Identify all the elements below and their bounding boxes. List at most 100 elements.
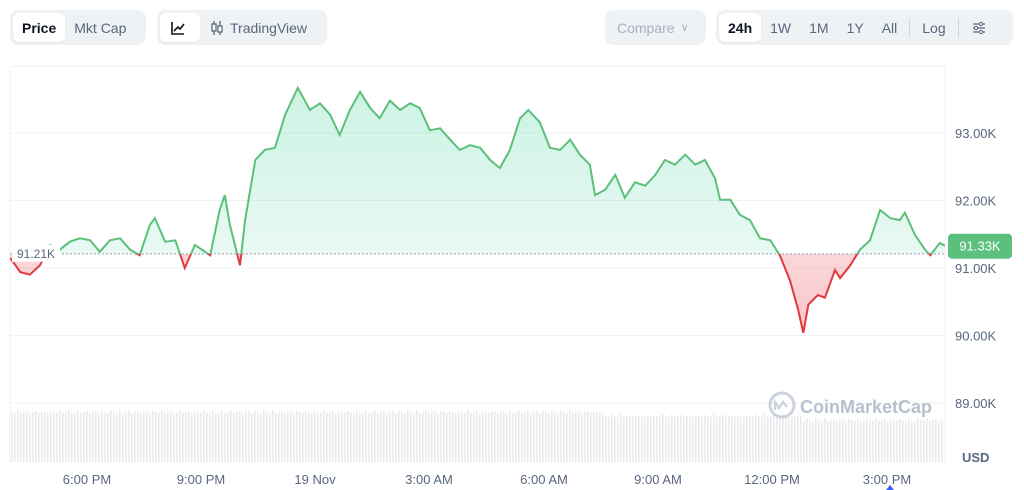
volume-bar <box>587 411 589 462</box>
volume-bar <box>734 416 736 462</box>
volume-bar <box>458 410 460 462</box>
volume-bar <box>65 412 67 462</box>
volume-bar <box>938 420 940 462</box>
volume-bar <box>104 412 106 462</box>
volume-bar <box>833 418 835 462</box>
volume-bar <box>815 418 817 462</box>
volume-bar <box>95 411 97 462</box>
volume-bar <box>419 412 421 462</box>
volume-bar <box>557 412 559 462</box>
volume-bar <box>134 411 136 462</box>
volume-bar <box>923 420 925 462</box>
volume-bar <box>908 418 910 462</box>
sliders-icon <box>972 21 985 34</box>
volume-bar <box>38 412 40 462</box>
settings-button[interactable] <box>962 13 996 42</box>
volume-bar <box>173 412 175 462</box>
volume-bar <box>650 416 652 462</box>
volume-bar <box>824 418 826 462</box>
volume-bar <box>215 412 217 462</box>
candlestick-icon <box>211 20 223 35</box>
volume-bar <box>335 412 337 462</box>
volume-bar <box>617 416 619 462</box>
volume-bar <box>935 419 937 462</box>
volume-bar <box>806 418 808 462</box>
range-24h[interactable]: 24h <box>719 13 762 42</box>
volume-bar <box>374 410 376 462</box>
tab-mkt-cap[interactable]: Mkt Cap <box>74 19 127 36</box>
volume-bar <box>482 412 484 462</box>
volume-bar <box>638 415 640 462</box>
x-tick-label: 9:00 PM <box>177 472 225 487</box>
volume-bar <box>311 412 313 462</box>
volume-bar <box>698 415 700 462</box>
volume-bar <box>269 412 271 462</box>
volume-bar <box>206 412 208 462</box>
volume-bar <box>20 412 22 462</box>
volume-bar <box>875 418 877 462</box>
y-tick-label: 91.00K <box>955 261 997 276</box>
volume-bar <box>41 411 43 462</box>
volume-bar <box>683 416 685 462</box>
x-tick-label: 9:00 AM <box>634 472 682 487</box>
volume-bar <box>722 414 724 462</box>
volume-bar <box>218 412 220 462</box>
volume-bar <box>821 420 823 462</box>
volume-bar <box>119 410 121 462</box>
time-marker-icon <box>886 485 894 490</box>
volume-bar <box>659 416 661 462</box>
range-all[interactable]: All <box>881 19 898 36</box>
volume-bar <box>746 415 748 462</box>
volume-bar <box>200 412 202 462</box>
volume-bar <box>782 414 784 462</box>
range-1w[interactable]: 1W <box>770 19 792 36</box>
volume-bar <box>89 412 91 462</box>
volume-bar <box>770 416 772 462</box>
volume-bar <box>620 414 622 462</box>
volume-bar <box>29 412 31 462</box>
volume-bar <box>800 415 802 462</box>
volume-bar <box>107 412 109 462</box>
volume-bar <box>506 412 508 462</box>
volume-bar <box>35 411 37 462</box>
volume-bar <box>845 420 847 462</box>
log-toggle[interactable]: Log <box>922 19 946 36</box>
volume-bar <box>62 412 64 462</box>
volume-bar <box>446 412 448 462</box>
volume-bar <box>524 412 526 462</box>
volume-bar <box>401 411 403 462</box>
line-chart-button[interactable] <box>160 13 200 42</box>
range-1y[interactable]: 1Y <box>846 19 864 36</box>
volume-bars <box>11 410 943 462</box>
compare-dropdown[interactable]: Compare ∨ <box>605 10 706 45</box>
volume-bar <box>536 411 538 462</box>
tradingview-button[interactable]: TradingView <box>200 13 316 42</box>
volume-bar <box>743 416 745 462</box>
tab-price[interactable]: Price <box>13 13 66 42</box>
volume-bar <box>341 411 343 462</box>
volume-bar <box>116 412 118 462</box>
volume-bar <box>281 410 283 462</box>
volume-bar <box>143 411 145 462</box>
watermark <box>768 391 796 419</box>
volume-bar <box>470 412 472 462</box>
volume-bar <box>704 414 706 462</box>
volume-bar <box>803 420 805 462</box>
volume-bar <box>272 410 274 462</box>
volume-bar <box>578 410 580 462</box>
price-line-down <box>10 254 933 334</box>
volume-bar <box>362 412 364 462</box>
volume-bar <box>254 410 256 462</box>
volume-bar <box>314 410 316 462</box>
volume-bar <box>716 416 718 462</box>
volume-bar <box>278 412 280 462</box>
volume-bar <box>896 420 898 462</box>
volume-bar <box>596 411 598 462</box>
volume-bar <box>32 411 34 462</box>
range-1m[interactable]: 1M <box>809 19 829 36</box>
volume-bar <box>410 412 412 462</box>
volume-bar <box>560 410 562 462</box>
volume-bar <box>476 410 478 462</box>
volume-bar <box>608 416 610 462</box>
